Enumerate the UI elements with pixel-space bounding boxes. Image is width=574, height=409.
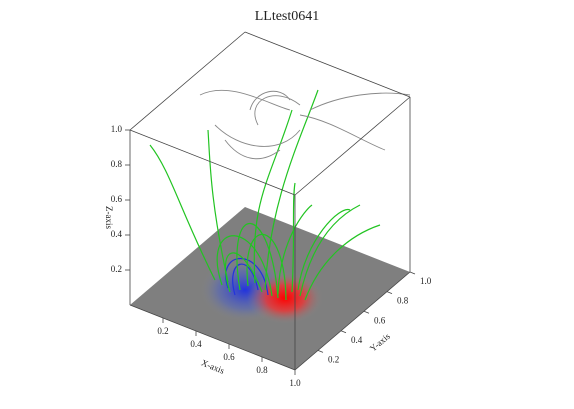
field-line [299, 204, 361, 297]
field-line [291, 182, 296, 293]
tick-label: 0.6 [111, 194, 123, 204]
tick-label: 0.6 [223, 352, 235, 362]
box-edge [244, 31, 411, 98]
box-edge [129, 129, 296, 196]
field-line [304, 224, 381, 301]
field-line [149, 144, 216, 281]
field-line [236, 222, 279, 299]
chart-title: LLtest0641 [255, 9, 320, 24]
projection-line [309, 92, 411, 111]
tick-label: 0.2 [111, 264, 122, 274]
tick-mark [317, 350, 324, 353]
tick-label: 0.8 [256, 365, 268, 375]
tick-label: 0.4 [190, 339, 202, 349]
x-axis-label: X-axis [200, 357, 226, 375]
tick-mark [409, 271, 416, 275]
tick-label: 0.2 [328, 354, 339, 364]
box-edge [129, 304, 296, 371]
tick-label: 0.2 [157, 326, 168, 336]
box-edge [294, 271, 411, 371]
projection-line [249, 90, 291, 111]
field-line [297, 209, 351, 291]
field-line [253, 109, 293, 284]
projection-line [299, 114, 386, 151]
field-line [207, 129, 229, 283]
tick-label: 0.8 [111, 159, 123, 169]
field-line [246, 233, 287, 301]
tick-label: 0.4 [351, 335, 363, 345]
projection-line [254, 95, 301, 126]
tick-label: 1.0 [111, 124, 123, 134]
box-edge [294, 96, 411, 196]
field-line [277, 204, 313, 295]
z-axis-label: Z-axis [104, 206, 114, 229]
projection-line [214, 124, 301, 147]
y-axis-label: Y-axis [368, 331, 392, 354]
tick-label: 0.6 [374, 315, 386, 325]
tick-label: 0.4 [111, 229, 123, 239]
tick-mark [363, 310, 370, 314]
field-lines [149, 89, 411, 301]
box-edge [129, 31, 246, 131]
tick-label: 1.0 [289, 378, 301, 388]
projection-line [224, 139, 281, 160]
tick-mark [386, 291, 393, 294]
tick-label: 1.0 [420, 276, 432, 286]
tick-mark [340, 330, 347, 334]
tick-label: 0.8 [397, 296, 409, 306]
field-line [216, 235, 273, 297]
projection-line [199, 89, 291, 111]
field-line [264, 89, 319, 291]
